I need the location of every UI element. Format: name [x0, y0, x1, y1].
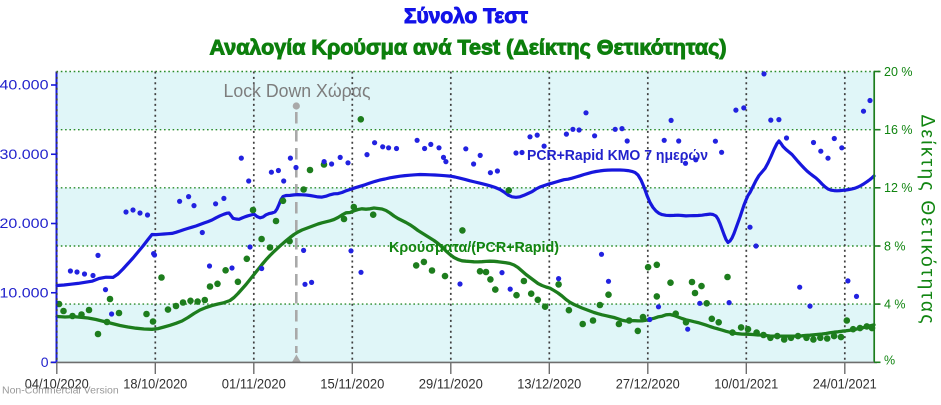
svg-text:15/11/2020: 15/11/2020	[320, 376, 384, 392]
svg-text:10/01/2021: 10/01/2021	[714, 376, 778, 392]
svg-text:27/12/2020: 27/12/2020	[616, 376, 680, 392]
svg-text:29/11/2020: 29/11/2020	[419, 376, 483, 392]
svg-text:16 %: 16 %	[884, 123, 913, 137]
svg-text:%: %	[884, 354, 895, 368]
svg-text:Non-Commercial Version: Non-Commercial Version	[2, 385, 119, 397]
svg-text:13/12/2020: 13/12/2020	[517, 376, 581, 392]
svg-text:40.000: 40.000	[0, 77, 49, 93]
svg-text:04/10/2020: 04/10/2020	[25, 376, 89, 392]
svg-text:8 %: 8 %	[884, 239, 906, 253]
svg-text:10.000: 10.000	[0, 284, 49, 300]
svg-text:4 %: 4 %	[884, 297, 906, 311]
svg-text:01/11/2020: 01/11/2020	[222, 376, 286, 392]
svg-text:Δείκτης Θετικότητας: Δείκτης Θετικότητας	[917, 115, 938, 324]
svg-text:PCR+Rapid ΚΜΟ 7 ημερών: PCR+Rapid ΚΜΟ 7 ημερών	[527, 148, 708, 164]
svg-text:0: 0	[41, 354, 49, 370]
svg-text:Κρούσματα/(PCR+Rapid): Κρούσματα/(PCR+Rapid)	[389, 240, 559, 256]
svg-text:Αναλογία Κρούσμα ανά Test (Δεί: Αναλογία Κρούσμα ανά Test (Δείκτης Θετικ…	[210, 36, 727, 60]
svg-text:20 %: 20 %	[884, 65, 913, 79]
svg-text:20.000: 20.000	[0, 215, 49, 231]
svg-text:12 %: 12 %	[884, 181, 913, 195]
svg-text:Lock Down Χώρας: Lock Down Χώρας	[224, 81, 371, 101]
svg-text:24/01/2021: 24/01/2021	[813, 376, 877, 392]
svg-text:30.000: 30.000	[0, 146, 49, 162]
svg-text:Σύνολο Τεστ: Σύνολο Τεστ	[404, 4, 528, 28]
svg-text:18/10/2020: 18/10/2020	[123, 376, 187, 392]
